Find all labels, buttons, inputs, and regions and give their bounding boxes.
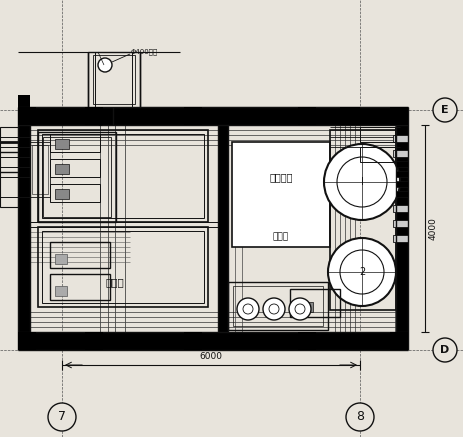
Bar — [395, 191, 407, 197]
Bar — [289, 289, 339, 317]
Text: 锅炉房: 锅炉房 — [106, 277, 124, 287]
Bar — [294, 302, 313, 312]
Bar — [232, 286, 322, 326]
Bar — [359, 127, 394, 142]
Bar — [18, 107, 407, 125]
Text: 7: 7 — [58, 410, 66, 423]
Bar — [395, 161, 407, 167]
Text: E: E — [440, 105, 448, 115]
Bar — [395, 107, 407, 350]
Bar — [93, 55, 135, 104]
Bar — [50, 159, 100, 177]
Bar — [339, 107, 359, 125]
Bar — [88, 52, 140, 107]
Bar — [43, 137, 111, 217]
Bar — [18, 332, 407, 350]
Bar — [42, 134, 204, 218]
Bar — [359, 147, 394, 162]
Bar — [392, 205, 407, 212]
Bar — [42, 231, 204, 303]
Bar — [184, 107, 201, 125]
Circle shape — [237, 298, 258, 320]
Bar — [297, 332, 315, 350]
Bar — [18, 107, 36, 125]
Circle shape — [98, 58, 112, 72]
Bar — [395, 171, 407, 177]
Bar — [55, 189, 69, 199]
Bar — [232, 142, 329, 247]
Bar — [50, 134, 100, 152]
Bar — [55, 164, 69, 174]
Bar — [18, 95, 30, 350]
Text: 2: 2 — [358, 267, 364, 277]
Bar — [85, 332, 103, 350]
Bar — [50, 274, 110, 300]
Text: 燃气计量: 燃气计量 — [269, 172, 292, 182]
Bar — [38, 227, 207, 307]
Text: Φ400立管: Φ400立管 — [131, 49, 158, 55]
Bar — [18, 332, 36, 350]
Bar — [389, 107, 407, 125]
Bar — [50, 242, 110, 268]
Bar — [38, 132, 116, 222]
Bar — [30, 142, 50, 197]
Bar — [392, 150, 407, 157]
Bar — [395, 107, 407, 125]
Bar — [55, 286, 67, 296]
Bar — [38, 130, 207, 222]
Circle shape — [48, 403, 76, 431]
Bar — [395, 181, 407, 187]
Text: I: I — [360, 177, 363, 187]
Text: D: D — [439, 345, 449, 355]
Bar — [329, 130, 395, 310]
Bar — [218, 125, 227, 332]
Bar — [392, 235, 407, 242]
Bar — [389, 332, 407, 350]
Circle shape — [432, 338, 456, 362]
Bar — [50, 184, 100, 202]
Circle shape — [323, 144, 399, 220]
Bar — [55, 139, 69, 149]
Circle shape — [432, 98, 456, 122]
Circle shape — [288, 298, 310, 320]
Bar — [55, 254, 67, 264]
Bar — [297, 107, 315, 125]
Bar — [85, 107, 103, 125]
Bar — [227, 282, 327, 330]
Circle shape — [345, 403, 373, 431]
Text: 8: 8 — [355, 410, 363, 423]
Circle shape — [327, 238, 395, 306]
Text: 4000: 4000 — [428, 218, 437, 240]
Bar — [88, 52, 140, 107]
Text: 开水间: 开水间 — [272, 232, 288, 242]
Circle shape — [263, 298, 284, 320]
Bar — [392, 135, 407, 142]
Bar — [184, 332, 201, 350]
Bar — [32, 145, 48, 194]
Bar — [0, 127, 18, 207]
Text: 6000: 6000 — [199, 352, 222, 361]
Bar — [392, 220, 407, 227]
